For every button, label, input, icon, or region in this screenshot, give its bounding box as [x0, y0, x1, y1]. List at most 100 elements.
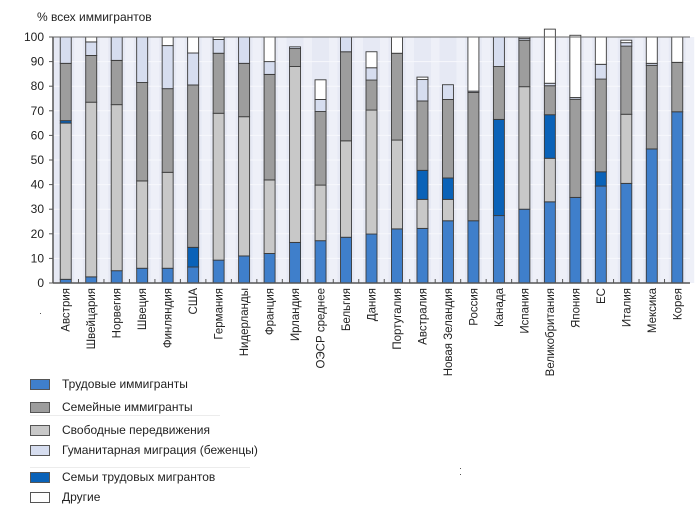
bar-segment-labour [543, 201, 556, 284]
bar-segment-free [110, 104, 123, 272]
x-category-label: Великобритания [545, 288, 557, 376]
bar-segment-family [416, 100, 429, 171]
bar-segment-free [161, 171, 174, 269]
bar-segment-free [314, 184, 327, 242]
legend-item: Другие [30, 490, 100, 504]
bar-2 [85, 36, 98, 284]
bar-segment-free [85, 101, 98, 278]
bar-segment-family [391, 52, 403, 141]
bar-segment-labour [187, 266, 200, 284]
bar-segment-free [263, 179, 276, 254]
bar-segment-family [136, 82, 149, 182]
y-tick-label: 30 [31, 202, 45, 216]
x-category-label: Ирландия [290, 288, 302, 341]
legend-swatch [30, 378, 50, 390]
legend-label: Гуманитарная миграция (беженцы) [62, 443, 258, 457]
x-category-label: Дания [367, 288, 379, 321]
bar-segment-family [467, 91, 480, 222]
bar-segment-other [365, 51, 378, 69]
bar-segment-humanitarian [212, 39, 225, 54]
legend-label: Семьи трудовых мигрантов [62, 470, 216, 484]
bar-segment-other [161, 36, 174, 47]
bar-segment-other [467, 36, 480, 92]
bar-segment-labour [161, 267, 174, 284]
x-category-label: Канада [494, 287, 506, 327]
y-tick-label: 0 [37, 276, 44, 290]
legend-label: Семейные иммигранты [62, 400, 193, 414]
bar-segment-free [365, 109, 378, 235]
bar-segment-labour [212, 259, 225, 284]
bar-segment-labour_family [441, 177, 454, 200]
x-category-label: Япония [570, 288, 582, 328]
bar-segment-family [518, 39, 531, 88]
bar-segment-humanitarian [238, 36, 251, 64]
bar-12 [340, 36, 352, 284]
bar-20 [543, 28, 556, 284]
bar-segment-labour [136, 267, 149, 284]
bar-segment-family [59, 62, 72, 122]
bar-segment-humanitarian [416, 79, 429, 102]
bar-segment-other [416, 76, 429, 81]
bar-segment-other [569, 34, 582, 98]
y-tick-label: 60 [31, 128, 45, 142]
bar-24 [645, 36, 658, 284]
bar-segment-humanitarian [594, 63, 607, 80]
bar-segment-labour_family [187, 246, 200, 268]
bar-4 [136, 36, 149, 284]
x-category-label: Корея [672, 288, 684, 320]
legend-label: Свободные передвижения [62, 423, 210, 437]
bar-segment-labour [518, 208, 531, 284]
bar-segment-family [365, 79, 378, 111]
bar-10 [289, 46, 302, 284]
bar-segment-other [594, 36, 607, 65]
bar-segment-labour_family [492, 118, 505, 217]
bar-segment-free [543, 157, 556, 203]
bar-segment-labour [314, 240, 327, 284]
x-category-label: Новая Зеландия [443, 288, 455, 376]
bar-segment-labour [289, 241, 302, 284]
bar-segment-family [263, 73, 276, 181]
stray-dot [460, 468, 461, 469]
x-category-label: Финляндия [163, 288, 175, 348]
bar-segment-free [136, 180, 149, 269]
x-category-label: ОЭСР среднее [316, 288, 328, 369]
bar-segment-labour_family [416, 169, 429, 200]
bar-segment-labour [671, 111, 684, 284]
bar-segment-other [314, 79, 327, 100]
bar-segment-family [85, 55, 98, 103]
y-tick-label: 10 [31, 251, 45, 265]
bar-segment-labour [110, 270, 123, 284]
bar-19 [518, 36, 531, 284]
bar-segment-labour [263, 253, 276, 284]
stray-dot [40, 313, 41, 314]
legend-swatch [30, 401, 50, 413]
bar-segment-labour_family [594, 171, 607, 187]
bar-segment-free [238, 116, 251, 257]
bar-segment-humanitarian [263, 61, 276, 75]
bar-segment-humanitarian [187, 52, 200, 86]
legend-item: Свободные передвижения [30, 423, 210, 437]
bar-segment-other [391, 36, 403, 54]
bar-segment-family [645, 64, 658, 150]
bar-segment-humanitarian [620, 42, 633, 47]
bar-segment-free [518, 86, 531, 210]
bar-16 [441, 84, 454, 284]
legend-label: Трудовые иммигранты [62, 377, 188, 391]
bar-segment-humanitarian [492, 36, 505, 67]
bar-15 [416, 76, 429, 284]
bar-segment-labour [416, 227, 429, 284]
bar-segment-free [59, 122, 72, 280]
x-category-label: Мексика [647, 287, 659, 333]
y-tick-label: 100 [24, 30, 44, 44]
bar-segment-free [340, 140, 352, 238]
legend-item: Семейные иммигранты [30, 400, 193, 414]
bar-segment-labour [85, 276, 98, 284]
bar-segment-humanitarian [161, 45, 174, 90]
x-category-label: Швейцария [86, 288, 98, 349]
stray-dot [460, 474, 461, 475]
x-category-label: Австрия [61, 288, 73, 332]
bar-segment-free [212, 112, 225, 261]
bar-segment-humanitarian [365, 67, 378, 81]
bar-segment-labour [441, 220, 454, 284]
